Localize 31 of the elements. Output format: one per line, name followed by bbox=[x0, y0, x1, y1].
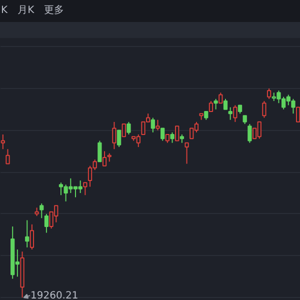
candlestick bbox=[126, 121, 131, 135]
candlestick bbox=[30, 224, 34, 250]
candlestick bbox=[208, 100, 214, 112]
candlestick bbox=[184, 142, 189, 164]
candlestick bbox=[248, 124, 252, 144]
candlestick bbox=[112, 121, 116, 150]
candlestick bbox=[228, 106, 232, 120]
candlestick bbox=[175, 126, 180, 142]
candlestick bbox=[98, 140, 102, 162]
candlestick bbox=[102, 150, 107, 166]
candlestick bbox=[6, 148, 10, 164]
candlestick bbox=[160, 128, 165, 142]
candlestick bbox=[83, 182, 88, 196]
candlestick bbox=[150, 117, 155, 133]
text: 月K bbox=[18, 5, 34, 16]
candlestick bbox=[44, 213, 49, 234]
candlestick bbox=[116, 130, 122, 148]
candlestick bbox=[262, 100, 266, 118]
text: K bbox=[1, 5, 8, 16]
candlestick bbox=[122, 124, 126, 138]
candlestick bbox=[214, 98, 218, 110]
candlestick bbox=[40, 202, 44, 219]
candlestick bbox=[223, 98, 228, 110]
text: 更多 bbox=[44, 5, 64, 16]
candlestick bbox=[170, 132, 174, 144]
candlestick bbox=[156, 119, 160, 131]
candlestick bbox=[233, 104, 238, 122]
candlestick bbox=[296, 106, 300, 122]
candlestick bbox=[218, 92, 223, 104]
annotation: 19260.21 bbox=[30, 290, 78, 300]
candlestick bbox=[25, 220, 30, 248]
